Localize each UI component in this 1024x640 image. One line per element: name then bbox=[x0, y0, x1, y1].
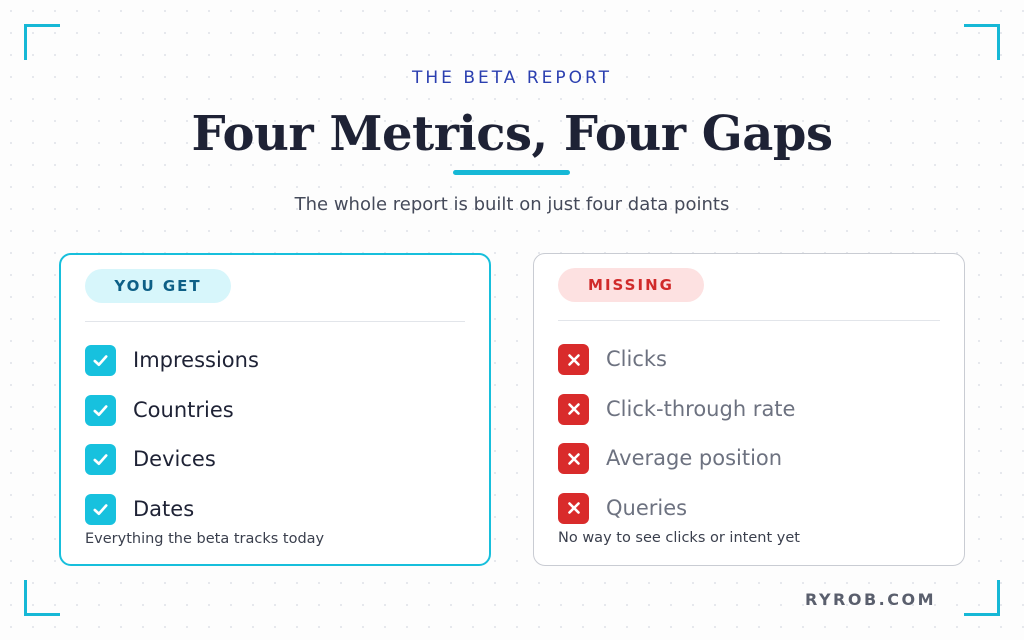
you-get-caption: Everything the beta tracks today bbox=[85, 531, 325, 547]
cross-icon bbox=[558, 344, 589, 375]
you-get-item-label: Countries bbox=[133, 397, 234, 422]
corner-bracket-top-left bbox=[24, 24, 60, 60]
missing-item-label: Click-through rate bbox=[606, 396, 796, 421]
you-get-badge: YOU GET bbox=[85, 269, 231, 303]
missing-badge: MISSING bbox=[558, 268, 704, 302]
cross-icon bbox=[558, 443, 589, 474]
list-item: Countries bbox=[85, 394, 465, 445]
eyebrow: THE BETA REPORT bbox=[412, 68, 612, 88]
missing-list: Clicks Click-through rate Average positi… bbox=[558, 344, 940, 542]
you-get-item-label: Impressions bbox=[133, 348, 259, 372]
missing-card: MISSING Clicks Click-through rate Averag… bbox=[533, 253, 965, 566]
page-title: Four Metrics, Four Gaps bbox=[191, 106, 833, 162]
you-get-list: Impressions Countries Devices Dates bbox=[85, 345, 465, 543]
you-get-item-label: Dates bbox=[133, 496, 195, 521]
you-get-item-label: Devices bbox=[133, 447, 216, 471]
corner-bracket-top-right bbox=[964, 24, 1000, 60]
missing-item-label: Average position bbox=[606, 446, 783, 470]
page-subtitle: The whole report is built on just four d… bbox=[294, 194, 730, 215]
card-divider bbox=[558, 320, 940, 321]
title-underline bbox=[453, 170, 570, 175]
check-icon bbox=[85, 394, 116, 426]
corner-bracket-bottom-right bbox=[964, 580, 1000, 616]
list-item: Average position bbox=[558, 443, 940, 493]
corner-bracket-bottom-left bbox=[24, 580, 60, 616]
list-item: Dates bbox=[85, 493, 465, 544]
list-item: Clicks bbox=[558, 344, 940, 394]
list-item: Click-through rate bbox=[558, 393, 940, 444]
missing-item-label: Queries bbox=[606, 495, 688, 520]
you-get-card: YOU GET Impressions Countries Devices Da… bbox=[59, 253, 491, 566]
list-item: Impressions bbox=[85, 345, 465, 395]
cross-icon bbox=[558, 492, 589, 524]
brand-link[interactable]: RYROB.COM bbox=[805, 590, 936, 609]
missing-caption: No way to see clicks or intent yet bbox=[558, 530, 800, 546]
card-divider bbox=[85, 321, 465, 322]
missing-item-label: Clicks bbox=[606, 347, 667, 371]
check-icon bbox=[85, 493, 116, 525]
list-item: Queries bbox=[558, 492, 940, 543]
check-icon bbox=[85, 444, 116, 475]
list-item: Devices bbox=[85, 444, 465, 494]
cross-icon bbox=[558, 393, 589, 425]
check-icon bbox=[85, 345, 116, 376]
